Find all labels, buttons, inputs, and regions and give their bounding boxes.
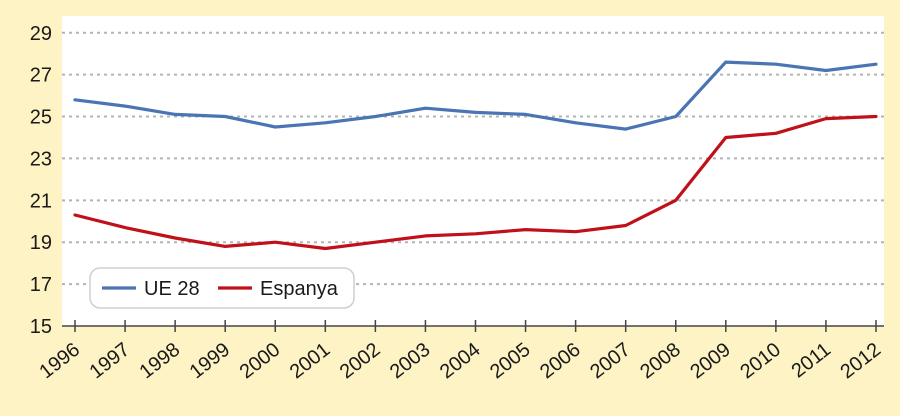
series-line-0 [73,60,878,131]
y-tick-label: 17 [30,274,52,296]
series-line-1 [73,114,878,251]
y-tick-label: 25 [30,107,52,129]
legend: UE 28 Espanya [89,267,355,309]
y-tick-label: 19 [30,232,52,254]
legend-label: UE 28 [144,278,200,300]
y-tick-label: 15 [30,316,52,338]
y-tick-label: 29 [30,23,52,45]
y-tick-label: 27 [30,65,52,87]
series-lines [73,60,878,251]
y-tick-label: 21 [30,190,52,212]
y-axis-ticks: 15 17 19 21 23 25 27 29 [30,23,52,338]
legend-label: Espanya [260,278,339,300]
y-tick-label: 23 [30,148,52,170]
